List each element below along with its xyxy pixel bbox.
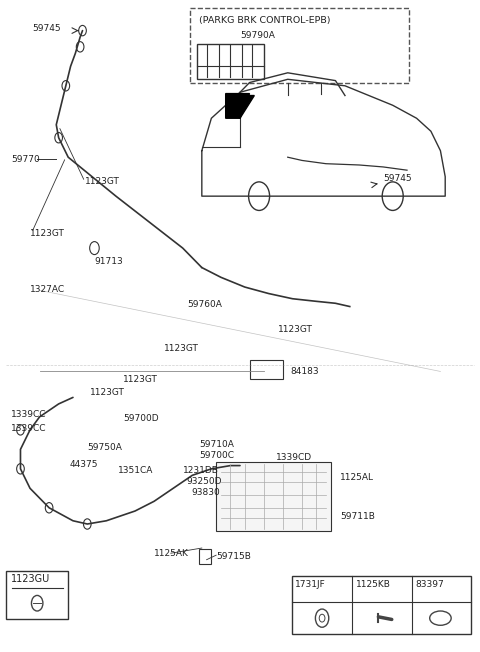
Text: 1123GT: 1123GT: [164, 344, 199, 353]
Text: 1351CA: 1351CA: [118, 466, 154, 475]
Bar: [216, 462, 331, 531]
Text: 59700D: 59700D: [123, 414, 159, 423]
Text: 1123GT: 1123GT: [90, 389, 124, 397]
Text: 1125AK: 1125AK: [154, 549, 189, 557]
Text: (PARKG BRK CONTROL-EPB): (PARKG BRK CONTROL-EPB): [199, 16, 331, 25]
Text: 1123GT: 1123GT: [85, 177, 120, 186]
Text: 1123GU: 1123GU: [11, 574, 50, 584]
Text: 59710A: 59710A: [199, 440, 234, 449]
Text: 59745: 59745: [383, 174, 412, 183]
Text: 59790A: 59790A: [240, 31, 275, 40]
Bar: [292, 576, 471, 634]
Polygon shape: [226, 96, 254, 118]
Bar: [199, 550, 211, 564]
Text: 84183: 84183: [290, 367, 319, 376]
Text: 1339CD: 1339CD: [276, 453, 312, 462]
Text: 91713: 91713: [95, 257, 123, 265]
Bar: [6, 570, 68, 619]
Text: 1327AC: 1327AC: [30, 285, 65, 294]
Text: 1125AL: 1125AL: [340, 473, 374, 482]
Text: 59770: 59770: [11, 155, 40, 164]
Text: 93250D: 93250D: [187, 477, 222, 486]
Text: 83397: 83397: [416, 580, 444, 589]
Circle shape: [319, 614, 325, 622]
Text: 44375: 44375: [70, 460, 98, 469]
Text: 1339CC: 1339CC: [11, 424, 47, 433]
Text: 59750A: 59750A: [87, 443, 122, 452]
Text: 93830: 93830: [192, 488, 220, 497]
Text: 1123GT: 1123GT: [123, 376, 158, 385]
Text: 1123GT: 1123GT: [278, 325, 313, 334]
Text: 59711B: 59711B: [340, 512, 375, 521]
Text: 59760A: 59760A: [188, 300, 222, 309]
Polygon shape: [226, 94, 250, 118]
Text: 1231DB: 1231DB: [183, 466, 218, 475]
Text: 59715B: 59715B: [216, 552, 251, 561]
Text: 1339CC: 1339CC: [11, 411, 47, 419]
Text: 1125KB: 1125KB: [356, 580, 390, 589]
Text: 1123GT: 1123GT: [30, 229, 65, 238]
Text: 59745: 59745: [33, 24, 61, 33]
Bar: [250, 360, 283, 379]
Bar: [190, 8, 409, 83]
Bar: [197, 44, 264, 80]
Text: 59700C: 59700C: [199, 451, 234, 460]
Text: 1731JF: 1731JF: [295, 580, 325, 589]
